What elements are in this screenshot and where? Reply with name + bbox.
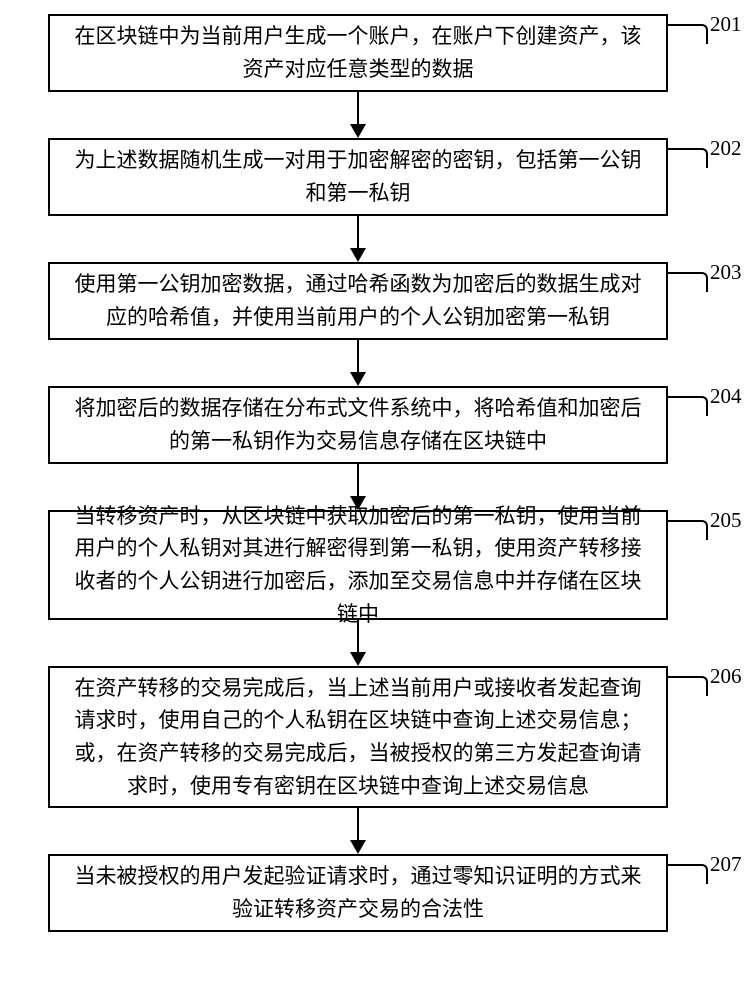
step-label-202: 202 [710,136,742,161]
arrow-shaft-3 [357,464,359,496]
step-label-205: 205 [710,508,742,533]
step-text-207: 当未被授权的用户发起验证请求时，通过零知识证明的方式来验证转移资产交易的合法性 [68,860,648,925]
step-text-201: 在区块链中为当前用户生成一个账户，在账户下创建资产，该资产对应任意类型的数据 [68,20,648,85]
step-label-204: 204 [710,384,742,409]
arrow-shaft-2 [357,340,359,372]
label-connector-203 [666,272,708,292]
step-text-204: 将加密后的数据存储在分布式文件系统中，将哈希值和加密后的第一私钥作为交易信息存储… [68,392,648,457]
step-text-206: 在资产转移的交易完成后，当上述当前用户或接收者发起查询请求时，使用自己的个人私钥… [68,672,648,802]
label-connector-204 [666,396,708,416]
step-box-202: 为上述数据随机生成一对用于加密解密的密钥，包括第一公钥和第一私钥 [48,138,668,216]
arrow-head-2 [350,372,366,386]
step-box-204: 将加密后的数据存储在分布式文件系统中，将哈希值和加密后的第一私钥作为交易信息存储… [48,386,668,464]
step-label-203: 203 [710,260,742,285]
label-connector-201 [666,24,708,44]
arrow-shaft-5 [357,808,359,840]
step-label-201: 201 [710,12,742,37]
label-connector-207 [666,864,708,884]
label-connector-205 [666,520,708,540]
arrow-head-5 [350,840,366,854]
step-box-206: 在资产转移的交易完成后，当上述当前用户或接收者发起查询请求时，使用自己的个人私钥… [48,666,668,808]
step-box-201: 在区块链中为当前用户生成一个账户，在账户下创建资产，该资产对应任意类型的数据 [48,14,668,92]
step-text-203: 使用第一公钥加密数据，通过哈希函数为加密后的数据生成对应的哈希值，并使用当前用户… [68,268,648,333]
label-connector-206 [666,676,708,696]
step-box-205: 当转移资产时，从区块链中获取加密后的第一私钥，使用当前用户的个人私钥对其进行解密… [48,510,668,620]
step-box-207: 当未被授权的用户发起验证请求时，通过零知识证明的方式来验证转移资产交易的合法性 [48,854,668,932]
step-text-202: 为上述数据随机生成一对用于加密解密的密钥，包括第一公钥和第一私钥 [68,144,648,209]
arrow-head-4 [350,652,366,666]
step-label-206: 206 [710,664,742,689]
arrow-shaft-4 [357,620,359,652]
arrow-shaft-1 [357,216,359,248]
arrow-shaft-0 [357,92,359,124]
arrow-head-1 [350,248,366,262]
arrow-head-0 [350,124,366,138]
step-box-203: 使用第一公钥加密数据，通过哈希函数为加密后的数据生成对应的哈希值，并使用当前用户… [48,262,668,340]
step-label-207: 207 [710,852,742,877]
flowchart-canvas: 在区块链中为当前用户生成一个账户，在账户下创建资产，该资产对应任意类型的数据 20… [0,0,755,1000]
step-text-205: 当转移资产时，从区块链中获取加密后的第一私钥，使用当前用户的个人私钥对其进行解密… [68,500,648,630]
arrow-head-3 [350,496,366,510]
label-connector-202 [666,148,708,168]
